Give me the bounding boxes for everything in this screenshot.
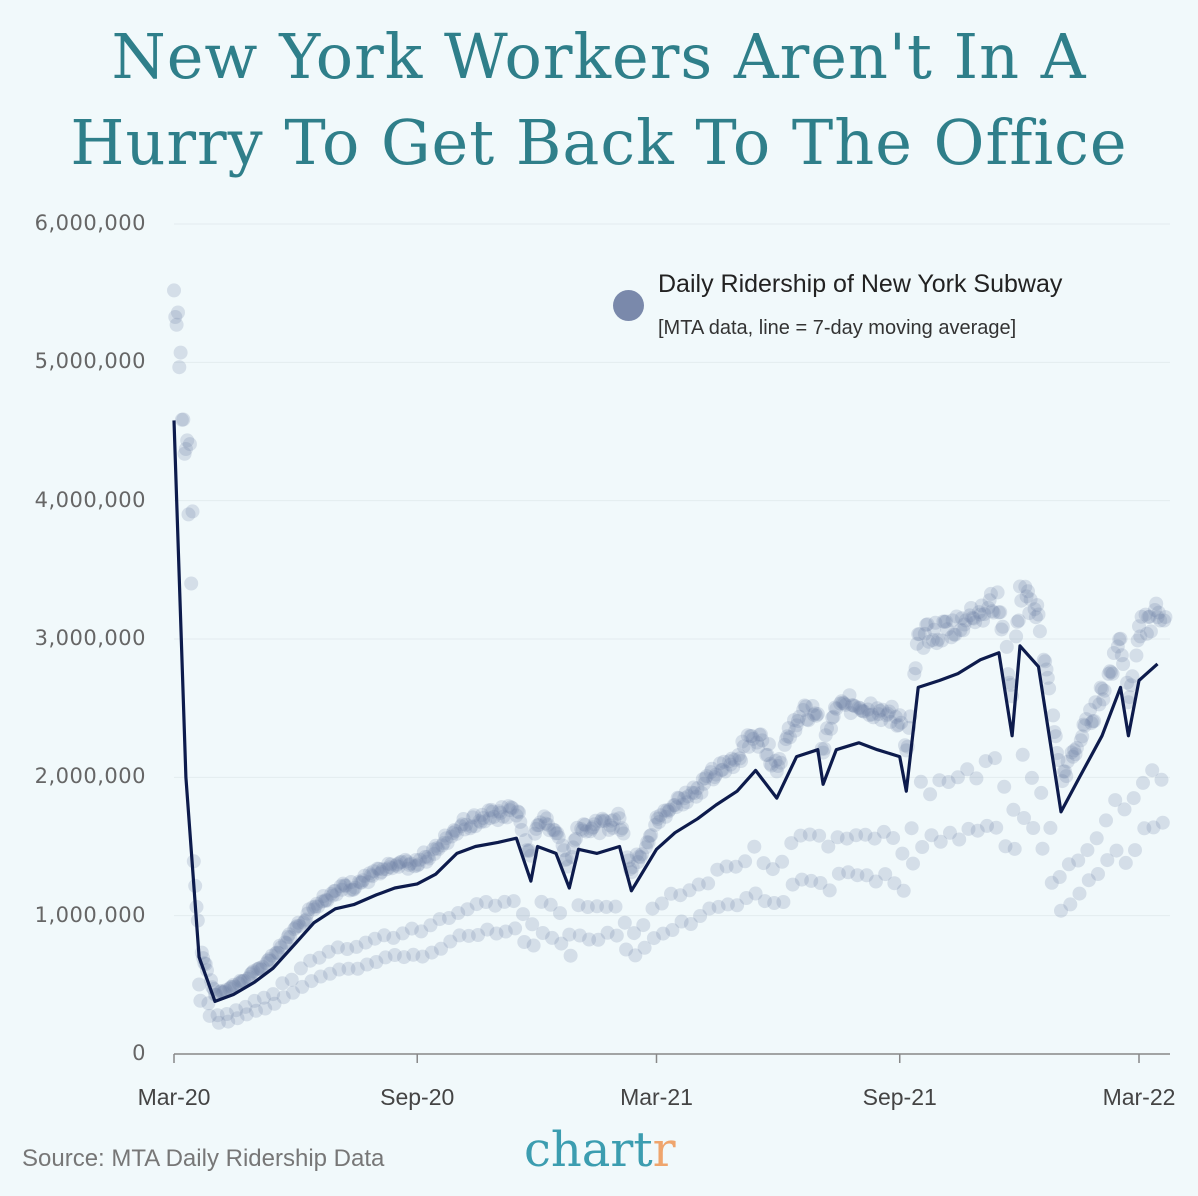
title-line-2: Hurry To Get Back To The Office bbox=[70, 106, 1128, 179]
brand-logo: chartr bbox=[524, 1122, 676, 1178]
x-tick-label: Mar-20 bbox=[137, 1084, 211, 1110]
x-axis bbox=[173, 1053, 1170, 1063]
legend-title: Daily Ridership of New York Subway bbox=[658, 270, 1063, 298]
y-tick-label: 2,000,000 bbox=[34, 764, 146, 789]
source-note: Source: MTA Daily Ridership Data bbox=[22, 1145, 385, 1172]
brand-main: chart bbox=[524, 1122, 653, 1178]
daily-ridership-dots bbox=[167, 283, 1173, 1030]
brand-accent: r bbox=[652, 1122, 676, 1178]
legend-subtitle: [MTA data, line = 7-day moving average] bbox=[658, 317, 1017, 339]
x-tick-label: Mar-21 bbox=[620, 1084, 693, 1110]
y-tick-label: 1,000,000 bbox=[34, 902, 146, 927]
y-tick-label: 4,000,000 bbox=[34, 487, 146, 512]
y-tick-label: 3,000,000 bbox=[34, 626, 146, 650]
y-tick-label: 5,000,000 bbox=[34, 349, 146, 374]
x-tick-label: Sep-21 bbox=[862, 1084, 937, 1110]
x-tick-label: Mar-22 bbox=[1102, 1084, 1176, 1110]
moving-average-line bbox=[172, 420, 1159, 1003]
y-tick-label: 0 bbox=[132, 1041, 146, 1065]
chart-title: New York Workers Aren't In A Hurry To Ge… bbox=[0, 14, 1198, 186]
y-tick-label: 6,000,000 bbox=[34, 211, 146, 235]
x-tick-label: Sep-20 bbox=[380, 1084, 455, 1110]
title-line-1: New York Workers Aren't In A bbox=[111, 20, 1087, 93]
legend-marker-icon bbox=[613, 290, 644, 321]
gridlines bbox=[174, 223, 1170, 917]
